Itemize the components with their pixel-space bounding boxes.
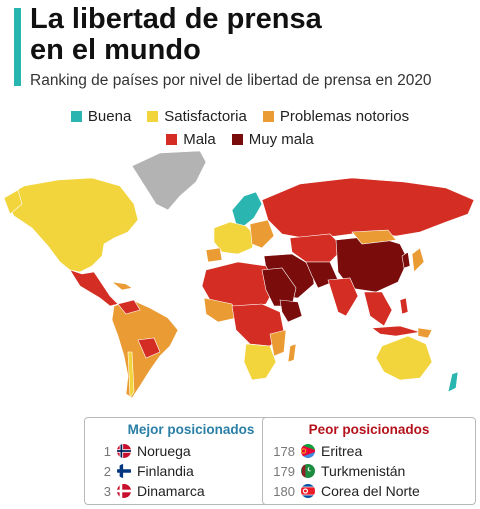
- region-russia: [261, 177, 475, 239]
- legend-label-mala: Mala: [183, 131, 216, 148]
- region-mexico-central-america: [69, 269, 119, 307]
- region-mongolia: [351, 229, 397, 245]
- legend: Buena Satisfactoria Problemas notorios M…: [0, 108, 480, 154]
- worst-ranked-row: 178 Eritrea: [263, 441, 475, 461]
- legend-label-problemas: Problemas notorios: [279, 108, 410, 125]
- worst-ranked-title: Peor posicionados: [308, 422, 430, 437]
- region-alaska: [3, 189, 23, 215]
- title-accent-bar: [14, 8, 21, 86]
- region-greenland: [131, 150, 207, 211]
- region-india: [327, 277, 359, 317]
- eritrea-flag-icon: [301, 444, 315, 458]
- rank-number: 2: [103, 463, 111, 479]
- worst-ranked-row: 180 Corea del Norte: [263, 481, 475, 501]
- legend-label-buena: Buena: [87, 108, 132, 125]
- legend-row-2: Mala Muy mala: [0, 131, 480, 148]
- legend-item-buena: Buena: [70, 108, 132, 125]
- region-chile: [127, 351, 135, 399]
- page-title: La libertad de prensa en el mundo: [30, 4, 322, 66]
- region-southeast-asia: [363, 291, 393, 327]
- rank-number: 179: [273, 463, 295, 479]
- region-north-america: [3, 177, 139, 273]
- legend-swatch-satisfactoria: [147, 111, 159, 122]
- legend-label-satisfactoria: Satisfactoria: [164, 108, 247, 125]
- best-ranked-row: 3 Dinamarca: [85, 481, 297, 501]
- rank-number: 178: [273, 443, 295, 459]
- country-name: Dinamarca: [137, 483, 205, 499]
- best-ranked-row: 2 Finlandia: [85, 461, 297, 481]
- country-name: Turkmenistán: [321, 463, 406, 479]
- region-southern-africa: [243, 343, 277, 381]
- region-madagascar: [287, 343, 297, 363]
- world-map: [3, 150, 475, 399]
- rank-number: 1: [103, 443, 111, 459]
- region-philippines: [399, 297, 409, 315]
- region-south-east-africa: [269, 329, 287, 357]
- legend-label-muy-mala: Muy mala: [248, 131, 314, 148]
- region-indonesia: [371, 325, 421, 337]
- subtitle: Ranking de países por nivel de libertad …: [30, 72, 432, 89]
- country-name: Corea del Norte: [321, 483, 420, 499]
- legend-item-mala: Mala: [166, 131, 216, 148]
- worst-ranked-box: Peor posicionados 178 Eritrea 179 Turkme…: [262, 417, 476, 505]
- legend-item-problemas: Problemas notorios: [262, 108, 410, 125]
- region-caribbean: [110, 281, 133, 291]
- best-ranked-row: 1 Noruega: [85, 441, 297, 461]
- region-korea: [401, 251, 411, 269]
- finland-flag-icon: [117, 464, 131, 478]
- region-horn-of-africa: [279, 299, 303, 323]
- worst-ranked-list: 178 Eritrea 179 Turkmenistán 180 Corea d…: [263, 441, 475, 501]
- legend-swatch-problemas: [262, 111, 274, 122]
- region-iberia: [205, 247, 223, 263]
- region-scandinavia: [231, 191, 263, 227]
- denmark-flag-icon: [117, 484, 131, 498]
- turkmenistan-flag-icon: [301, 464, 315, 478]
- region-bolivia: [137, 337, 161, 359]
- region-eastern-europe: [249, 219, 275, 249]
- rank-number: 180: [273, 483, 295, 499]
- north-korea-flag-icon: [301, 484, 315, 498]
- legend-item-satisfactoria: Satisfactoria: [147, 108, 247, 125]
- best-ranked-list: 1 Noruega 2 Finlandia 3 Dinamarca: [85, 441, 297, 501]
- best-ranked-title: Mejor posicionados: [127, 422, 255, 437]
- region-west-africa: [203, 297, 237, 323]
- worst-ranked-row: 179 Turkmenistán: [263, 461, 475, 481]
- region-new-zealand: [447, 371, 459, 393]
- region-western-europe: [213, 221, 257, 255]
- region-japan: [411, 247, 425, 273]
- title-line-2: en el mundo: [30, 34, 201, 66]
- norway-flag-icon: [117, 444, 131, 458]
- legend-swatch-muy-mala: [231, 134, 243, 145]
- legend-item-muy-mala: Muy mala: [231, 131, 314, 148]
- legend-swatch-mala: [166, 134, 178, 145]
- region-australia: [375, 335, 433, 381]
- region-venezuela: [117, 299, 141, 315]
- rank-number: 3: [103, 483, 111, 499]
- region-papua: [417, 327, 433, 339]
- legend-swatch-buena: [70, 111, 82, 122]
- country-name: Finlandia: [137, 463, 194, 479]
- region-north-africa: [201, 261, 277, 309]
- title-line-1: La libertad de prensa: [30, 3, 322, 35]
- country-name: Eritrea: [321, 443, 363, 459]
- country-name: Noruega: [137, 443, 191, 459]
- legend-row-1: Buena Satisfactoria Problemas notorios: [0, 108, 480, 125]
